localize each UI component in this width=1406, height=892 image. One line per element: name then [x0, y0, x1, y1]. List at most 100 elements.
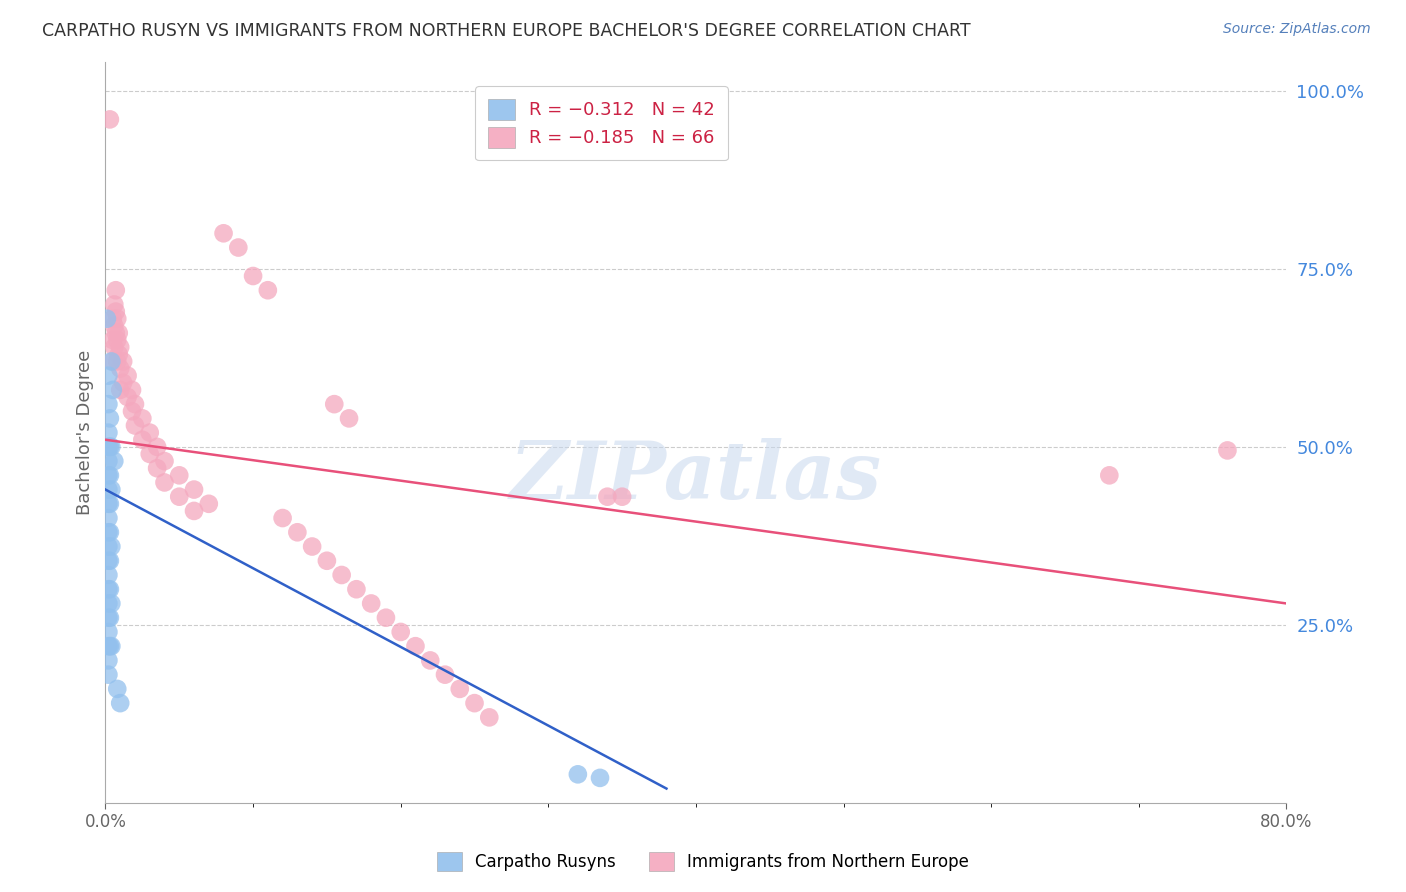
Point [337, 411, 360, 425]
Point [360, 597, 382, 611]
Point [105, 333, 128, 347]
Point [98, 497, 121, 511]
Point [97, 582, 120, 597]
Point [169, 490, 191, 504]
Text: Source: ZipAtlas.com: Source: ZipAtlas.com [1223, 22, 1371, 37]
Point [330, 568, 353, 582]
Point [100, 597, 122, 611]
Point [146, 461, 169, 475]
Point [97, 368, 120, 383]
Point [97, 597, 120, 611]
Point [478, 710, 501, 724]
Text: ZIPatlas: ZIPatlas [510, 438, 882, 516]
Point [107, 347, 129, 361]
Point [98, 440, 121, 454]
Legend: R = −0.312   N = 42, R = −0.185   N = 66: R = −0.312 N = 42, R = −0.185 N = 66 [475, 87, 728, 161]
Point [124, 397, 146, 411]
Point [97, 511, 120, 525]
Point [124, 418, 146, 433]
Point [98, 611, 121, 625]
Point [301, 540, 323, 554]
Point [97, 611, 120, 625]
Point [103, 454, 125, 468]
Point [183, 504, 205, 518]
Point [98, 639, 121, 653]
Point [153, 475, 176, 490]
Point [100, 440, 122, 454]
Point [105, 681, 128, 696]
Point [97, 468, 120, 483]
Point [97, 497, 120, 511]
Point [97, 639, 120, 653]
Point [197, 497, 219, 511]
Point [110, 361, 132, 376]
Point [110, 340, 132, 354]
Point [101, 354, 124, 368]
Point [104, 283, 127, 297]
Point [97, 425, 120, 440]
Point [287, 525, 309, 540]
Point [374, 611, 398, 625]
Point [419, 653, 441, 667]
Point [464, 696, 486, 710]
Point [103, 318, 125, 333]
Point [100, 483, 122, 497]
Point [315, 554, 337, 568]
Point [610, 490, 633, 504]
Point [97, 554, 120, 568]
Point [121, 383, 143, 397]
Point [97, 568, 120, 582]
Point [97, 440, 120, 454]
Point [117, 390, 139, 404]
Point [103, 340, 125, 354]
Point [103, 297, 125, 311]
Point [346, 582, 368, 597]
Point [98, 554, 121, 568]
Point [110, 383, 132, 397]
Point [1098, 468, 1121, 483]
Point [256, 283, 278, 297]
Point [183, 483, 205, 497]
Point [98, 582, 121, 597]
Point [101, 333, 124, 347]
Point [449, 681, 471, 696]
Point [98, 411, 121, 425]
Point [389, 624, 412, 639]
Point [100, 354, 122, 368]
Point [96, 311, 118, 326]
Point [131, 433, 153, 447]
Point [271, 511, 294, 525]
Point [405, 639, 427, 653]
Point [226, 241, 250, 255]
Point [138, 425, 162, 440]
Point [567, 767, 589, 781]
Y-axis label: Bachelor's Degree: Bachelor's Degree [76, 350, 94, 516]
Point [97, 624, 120, 639]
Point [117, 368, 139, 383]
Point [169, 468, 191, 483]
Point [323, 397, 346, 411]
Point [100, 540, 122, 554]
Point [121, 404, 143, 418]
Point [596, 490, 619, 504]
Point [97, 525, 120, 540]
Point [97, 540, 120, 554]
Point [98, 468, 121, 483]
Point [98, 525, 121, 540]
Point [105, 354, 128, 368]
Point [97, 653, 120, 667]
Text: CARPATHO RUSYN VS IMMIGRANTS FROM NORTHERN EUROPE BACHELOR'S DEGREE CORRELATION : CARPATHO RUSYN VS IMMIGRANTS FROM NORTHE… [42, 22, 970, 40]
Point [110, 696, 132, 710]
Point [101, 383, 124, 397]
Point [146, 440, 169, 454]
Point [112, 376, 135, 390]
Point [212, 227, 235, 241]
Point [138, 447, 162, 461]
Point [153, 454, 176, 468]
Point [100, 639, 122, 653]
Point [242, 268, 264, 283]
Point [1216, 443, 1239, 458]
Point [434, 667, 457, 681]
Point [104, 326, 127, 340]
Legend: Carpatho Rusyns, Immigrants from Northern Europe: Carpatho Rusyns, Immigrants from Norther… [429, 843, 977, 880]
